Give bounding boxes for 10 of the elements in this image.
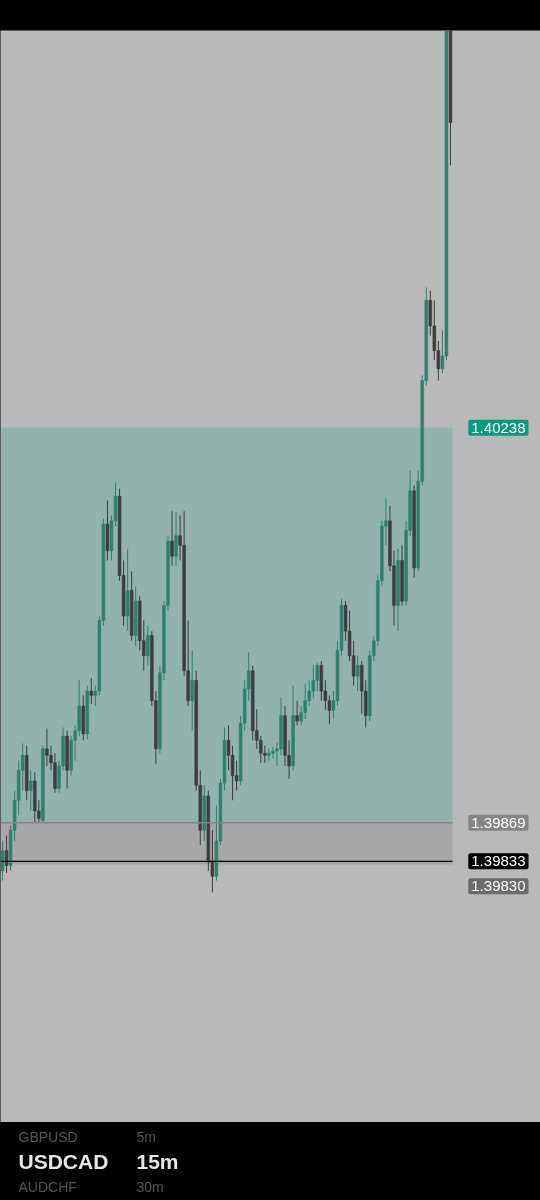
text: 30m [136,1178,164,1195]
y-tick-label: 1.40238 [471,418,526,436]
y-tick-label: 1.39869 [471,813,526,831]
text: GBPUSD [18,1128,78,1145]
band-label: 1.39830 [471,877,526,895]
text: AUDCHF [18,1178,77,1195]
y-tick-label: 1.39833 [471,852,526,870]
text: 5m [136,1128,156,1145]
text: 15m [136,1150,179,1173]
text: USDCAD [18,1150,109,1173]
